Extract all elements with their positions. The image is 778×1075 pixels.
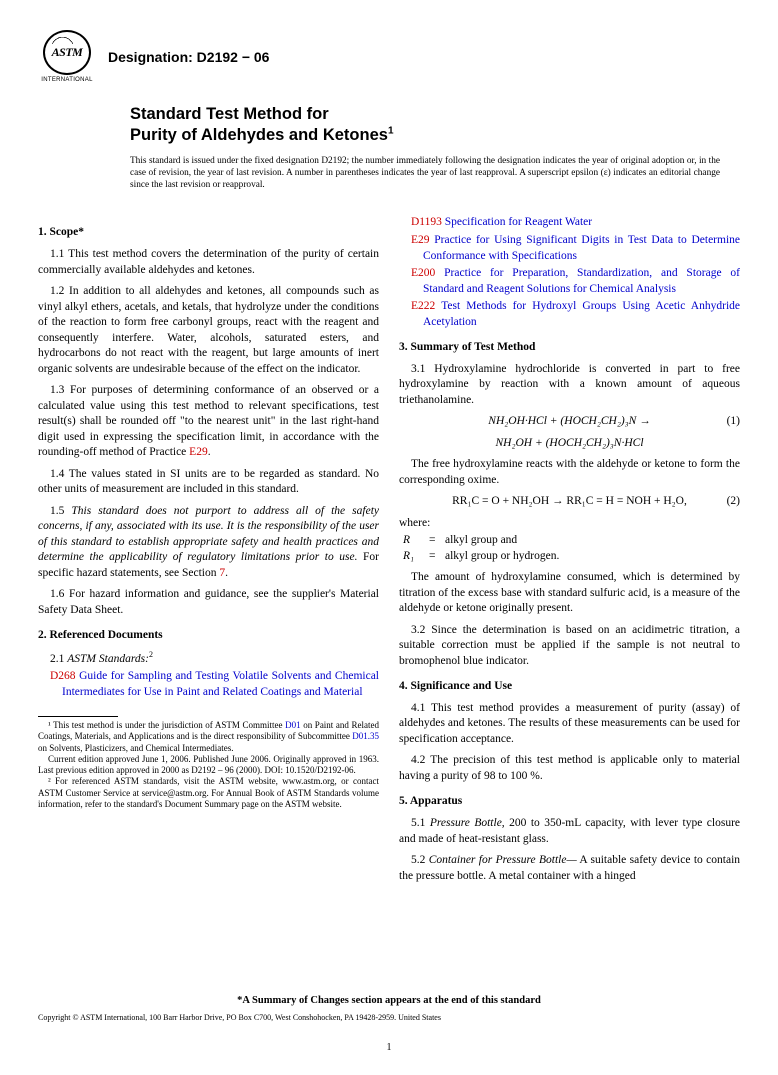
equation-1a: NH₂OH·HCl + (HOCH₂CH₂)₃N → (1)	[399, 414, 740, 430]
para-3-1c: The amount of hydroxylamine consumed, wh…	[399, 570, 740, 617]
link-e222[interactable]: E222	[411, 300, 435, 312]
ref-e222: E222 Test Methods for Hydroxyl Groups Us…	[399, 299, 740, 330]
eq1-text: NH₂OH·HCl + (HOCH₂CH₂)₃N →	[488, 415, 650, 427]
para-3-1b: The free hydroxylamine reacts with the a…	[399, 457, 740, 488]
para-4-1: 4.1 This test method provides a measurem…	[399, 701, 740, 748]
ref-e222-title[interactable]: Test Methods for Hydroxyl Groups Using A…	[423, 300, 740, 328]
fn1-a: ¹ This test method is under the jurisdic…	[48, 720, 285, 730]
fn1-c: on Solvents, Plasticizers, and Chemical …	[38, 743, 233, 753]
summary-changes-note: *A Summary of Changes section appears at…	[38, 994, 740, 1008]
ref-d268: D268 Guide for Sampling and Testing Vola…	[38, 669, 379, 700]
p15-c: .	[225, 567, 228, 579]
p15-italic: This standard does not purport to addres…	[38, 505, 379, 564]
scope-head: 1. Scope*	[38, 225, 379, 241]
footnote-1: ¹ This test method is under the jurisdic…	[38, 720, 379, 754]
p21-italic: ASTM Standards:	[67, 653, 149, 665]
astm-logo: INTERNATIONAL	[38, 30, 96, 84]
title-line2: Purity of Aldehydes and Ketones1	[130, 125, 740, 146]
footnote-2: ² For referenced ASTM standards, visit t…	[38, 776, 379, 810]
link-e200[interactable]: E200	[411, 267, 435, 279]
where-r1-sym: R₁	[403, 549, 429, 565]
title-line1: Standard Test Method for	[130, 104, 740, 125]
para-1-5: 1.5 This standard does not purport to ad…	[38, 504, 379, 582]
ref-d1193-title[interactable]: Specification for Reagent Water	[442, 216, 592, 228]
where-r-sym: R	[403, 533, 429, 549]
para-1-1: 1.1 This test method covers the determin…	[38, 247, 379, 278]
para-5-1: 5.1 Pressure Bottle, 200 to 350-mL capac…	[399, 816, 740, 847]
header: INTERNATIONAL Designation: D2192 − 06	[38, 30, 740, 84]
ref-e29: E29 Practice for Using Significant Digit…	[399, 233, 740, 264]
p13-tail: .	[208, 446, 211, 458]
title-block: Standard Test Method for Purity of Aldeh…	[130, 104, 740, 145]
where-r: R=alkyl group and	[403, 533, 740, 549]
summary-head: 3. Summary of Test Method	[399, 340, 740, 356]
where-label: where:	[399, 516, 740, 532]
where-r-def: alkyl group and	[445, 533, 740, 549]
para-5-2: 5.2 Container for Pressure Bottle— A sui…	[399, 853, 740, 884]
footnote-1b: Current edition approved June 1, 2006. P…	[38, 754, 379, 777]
para-4-2: 4.2 The precision of this test method is…	[399, 753, 740, 784]
eq1-num: (1)	[727, 414, 740, 430]
p21-num: 2.1	[50, 653, 67, 665]
link-e29[interactable]: E29	[189, 446, 208, 458]
para-3-2: 3.2 Since the determination is based on …	[399, 623, 740, 670]
para-1-4: 1.4 The values stated in SI units are to…	[38, 467, 379, 498]
logo-subtext: INTERNATIONAL	[41, 76, 92, 84]
para-1-2: 1.2 In addition to all aldehydes and ket…	[38, 284, 379, 377]
designation: Designation: D2192 − 06	[108, 48, 269, 67]
eq2-num: (2)	[727, 494, 740, 510]
link-d01[interactable]: D01	[285, 720, 301, 730]
where-r1-def: alkyl group or hydrogen.	[445, 549, 740, 565]
para-2-1: 2.1 ASTM Standards:2	[38, 650, 379, 667]
apparatus-head: 5. Apparatus	[399, 794, 740, 810]
p51-italic: Pressure Bottle,	[430, 817, 505, 829]
ref-e29-title[interactable]: Practice for Using Significant Digits in…	[423, 234, 740, 262]
eq2-text: RR₁C = O + NH₂OH → RR₁C = H = NOH + H₂O,	[452, 495, 687, 507]
body-columns: 1. Scope* 1.1 This test method covers th…	[38, 215, 740, 980]
where-r1-eq: =	[429, 549, 445, 565]
para-1-6: 1.6 For hazard information and guidance,…	[38, 587, 379, 618]
issuance-note: This standard is issued under the fixed …	[130, 155, 720, 191]
p52-num: 5.2	[411, 854, 429, 866]
globe-icon	[43, 30, 91, 75]
link-d0135[interactable]: D01.35	[352, 731, 379, 741]
title-footnote-ref: 1	[388, 125, 394, 136]
refdocs-head: 2. Referenced Documents	[38, 628, 379, 644]
link-d268[interactable]: D268	[50, 670, 76, 682]
p15-num: 1.5	[50, 505, 71, 517]
para-3-1: 3.1 Hydroxylamine hydrochloride is conve…	[399, 362, 740, 409]
p52-italic: Container for Pressure Bottle—	[429, 854, 577, 866]
where-r1: R₁=alkyl group or hydrogen.	[403, 549, 740, 565]
p51-num: 5.1	[411, 817, 430, 829]
where-r-eq: =	[429, 533, 445, 549]
p21-sup: 2	[149, 650, 153, 659]
link-e29b[interactable]: E29	[411, 234, 430, 246]
title-text: Purity of Aldehydes and Ketones	[130, 126, 388, 144]
ref-d1193: D1193 Specification for Reagent Water	[399, 215, 740, 231]
significance-head: 4. Significance and Use	[399, 679, 740, 695]
equation-1b: NH₂OH + (HOCH₂CH₂)₃N·HCl	[399, 436, 740, 452]
ref-d268-title[interactable]: Guide for Sampling and Testing Volatile …	[62, 670, 379, 698]
link-d1193[interactable]: D1193	[411, 216, 442, 228]
para-1-3: 1.3 For purposes of determining conforma…	[38, 383, 379, 461]
page-number: 1	[38, 1041, 740, 1055]
equation-2: RR₁C = O + NH₂OH → RR₁C = H = NOH + H₂O,…	[399, 494, 740, 510]
footnote-rule	[38, 716, 118, 717]
ref-e200-title[interactable]: Practice for Preparation, Standardizatio…	[423, 267, 740, 295]
copyright: Copyright © ASTM International, 100 Barr…	[38, 1013, 740, 1024]
ref-e200: E200 Practice for Preparation, Standardi…	[399, 266, 740, 297]
